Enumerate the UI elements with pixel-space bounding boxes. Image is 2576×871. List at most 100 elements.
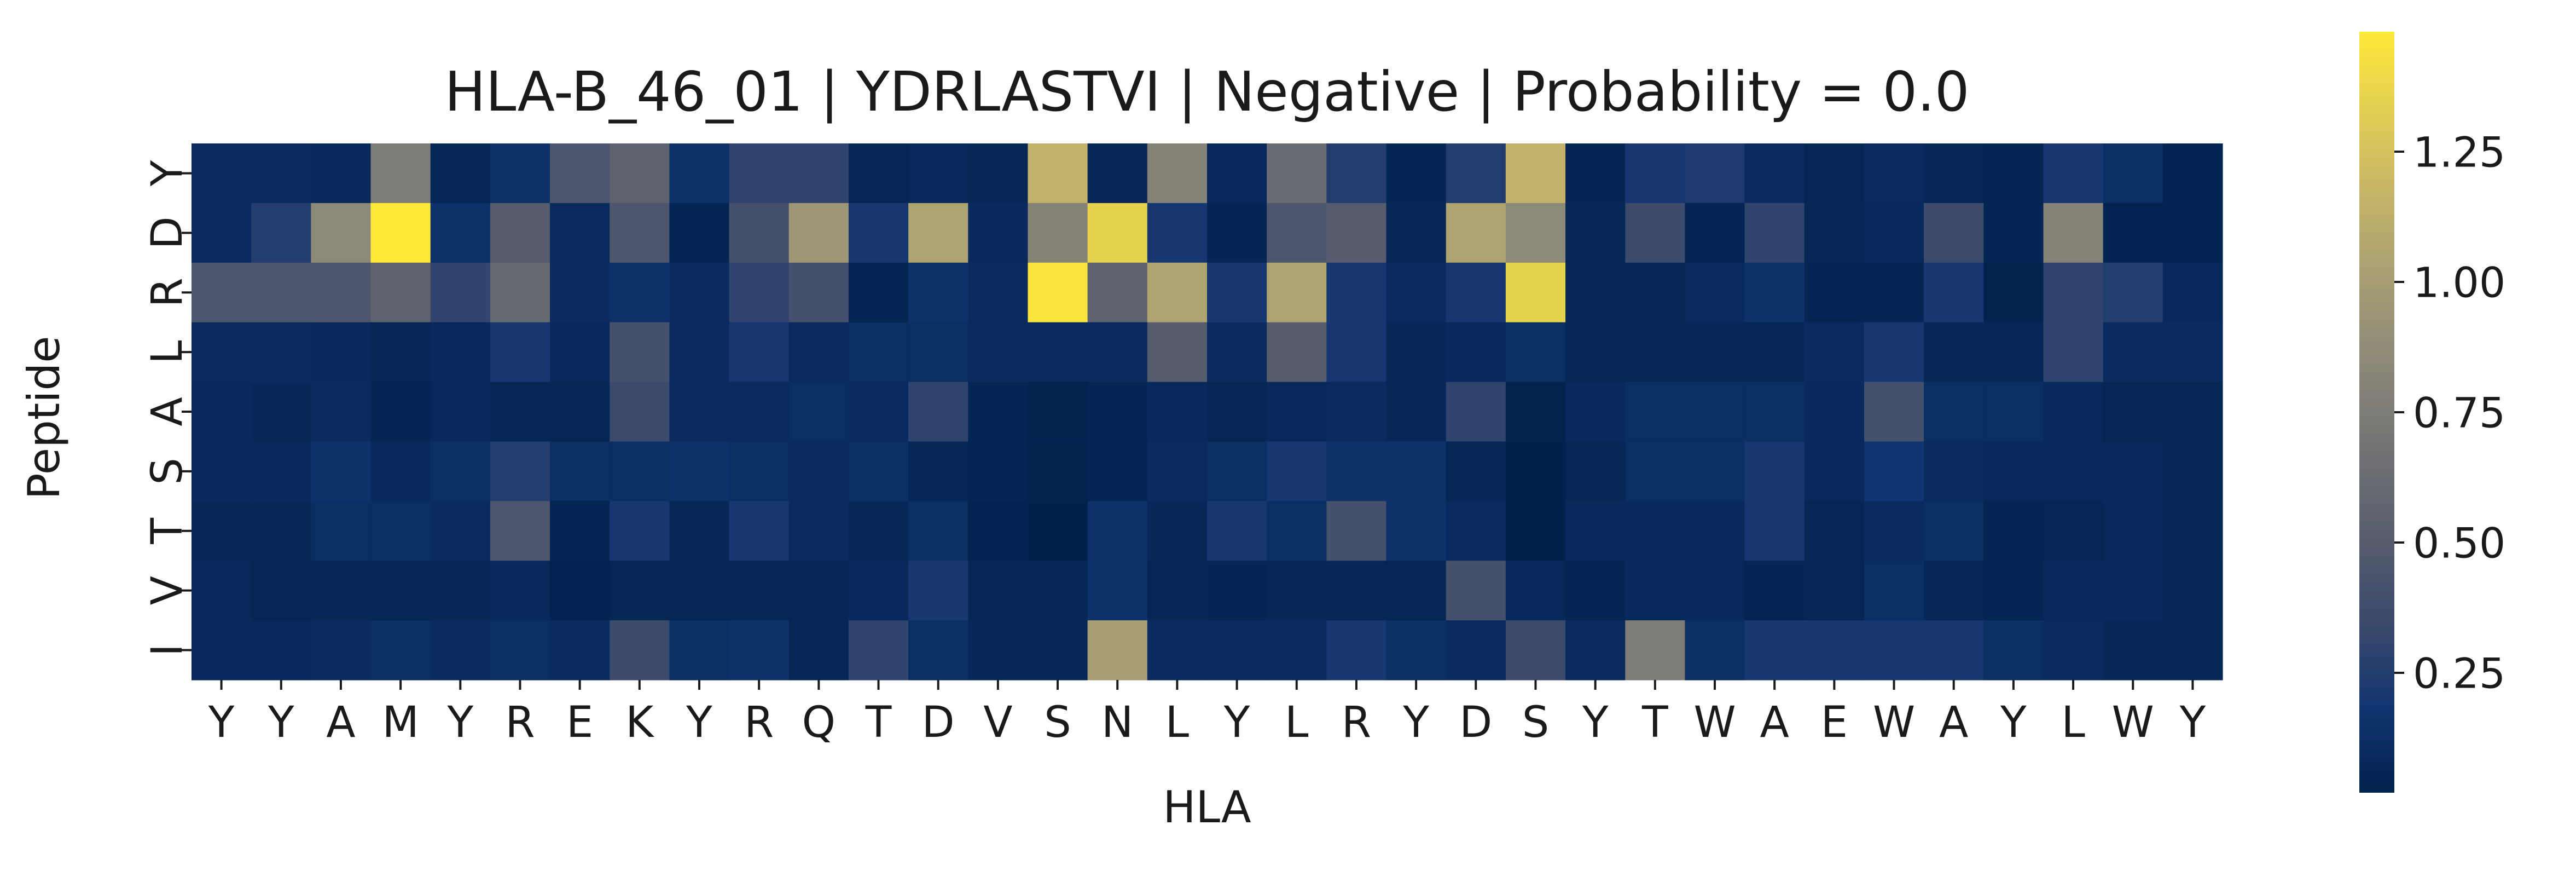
heatmap-cell [1804, 203, 1865, 263]
heatmap-cell [1625, 322, 1686, 383]
heatmap-cell [1326, 561, 1387, 621]
heatmap-cell [1685, 620, 1745, 680]
heatmap-cell [1983, 441, 2044, 501]
colorbar-tick-label: 1.00 [2413, 258, 2505, 307]
x-tick-label: D [1459, 698, 1492, 747]
heatmap-cell [2162, 620, 2223, 680]
heatmap-cell [669, 382, 730, 442]
heatmap-cell [490, 203, 550, 263]
heatmap-cell [848, 203, 909, 263]
x-tick-label: Y [1223, 698, 1250, 747]
heatmap-cell [1386, 620, 1447, 680]
heatmap-cell [729, 143, 790, 204]
heatmap-cell [2162, 262, 2223, 323]
heatmap-cell [251, 322, 311, 383]
heatmap-cell [490, 143, 550, 204]
heatmap-cell [968, 203, 1029, 263]
heatmap-cell [1267, 143, 1327, 204]
heatmap-cell [192, 382, 252, 442]
heatmap-cell [729, 561, 790, 621]
heatmap-cell [1028, 441, 1088, 501]
heatmap-cell [1326, 441, 1387, 501]
x-tick-label: Y [446, 698, 473, 747]
heatmap-cell [1864, 382, 1924, 442]
heatmap-cell [1028, 382, 1088, 442]
heatmap-cell [1983, 501, 2044, 561]
heatmap-cell [1505, 561, 1566, 621]
heatmap-cell [1386, 143, 1447, 204]
heatmap-cell [490, 262, 550, 323]
x-tick-label: S [1522, 698, 1550, 747]
heatmap-cell [2103, 322, 2163, 383]
heatmap-cell [490, 322, 550, 383]
heatmap-cell [1924, 441, 1984, 501]
heatmap-cell [1087, 262, 1148, 323]
heatmap-cell [669, 441, 730, 501]
heatmap-cell [2043, 441, 2104, 501]
x-tick-label: K [625, 698, 654, 747]
heatmap-cell [729, 203, 790, 263]
heatmap-cell [192, 501, 252, 561]
heatmap-cell [968, 441, 1029, 501]
heatmap-cell [1505, 203, 1566, 263]
heatmap-cell [1924, 561, 1984, 621]
heatmap-cell [2162, 501, 2223, 561]
x-tick-label: R [744, 698, 774, 747]
heatmap-cell [610, 561, 670, 621]
heatmap-cell [908, 382, 968, 442]
heatmap-cell [1147, 561, 1208, 621]
heatmap-cell [192, 203, 252, 263]
colorbar-ticks: 0.25 0.50 0.75 1.00 1.25 [2394, 128, 2505, 697]
heatmap-cell [1028, 203, 1088, 263]
heatmap-cell [1804, 501, 1865, 561]
heatmap-cell [1864, 620, 1924, 680]
heatmap-cell [1804, 143, 1865, 204]
heatmap-cell [1147, 143, 1208, 204]
heatmap-cell [251, 143, 311, 204]
colorbar-tick-label: 1.25 [2413, 128, 2505, 176]
heatmap-cell [370, 441, 431, 501]
x-tick-label: A [1939, 698, 1968, 747]
heatmap-cell [1744, 322, 1805, 383]
heatmap-cell [1028, 561, 1088, 621]
heatmap-cell [1207, 382, 1267, 442]
heatmap-cell [848, 143, 909, 204]
heatmap-cell [669, 322, 730, 383]
x-tick-label: W [1693, 698, 1736, 747]
x-tick-label: T [865, 698, 892, 747]
heatmap-cell [1446, 143, 1506, 204]
heatmap-cell [848, 501, 909, 561]
heatmap-cell [968, 620, 1029, 680]
heatmap-cell [1326, 501, 1387, 561]
x-tick-label: N [1101, 698, 1133, 747]
heatmap-cell [1147, 322, 1208, 383]
heatmap-cell [1864, 322, 1924, 383]
heatmap-cell [1505, 143, 1566, 204]
heatmap-cell [1625, 620, 1686, 680]
heatmap-cell [1267, 322, 1327, 383]
heatmap-cell [788, 441, 849, 501]
heatmap-cell [1147, 382, 1208, 442]
heatmap-cell [1326, 203, 1387, 263]
x-tick-label: L [2061, 698, 2085, 747]
heatmap-cell [610, 441, 670, 501]
heatmap-cell [550, 441, 610, 501]
heatmap-cell [2162, 143, 2223, 204]
heatmap-cell [729, 620, 790, 680]
heatmap-cell [430, 501, 491, 561]
heatmap-cell [2043, 322, 2104, 383]
x-tick-label: V [983, 698, 1012, 747]
heatmap-cell [251, 441, 311, 501]
heatmap-cell [610, 203, 670, 263]
x-tick-label: T [1641, 698, 1668, 747]
heatmap-cell [550, 561, 610, 621]
heatmap-cell [729, 382, 790, 442]
heatmap-cell [430, 561, 491, 621]
heatmap-cell [669, 203, 730, 263]
heatmap-cell [1326, 262, 1387, 323]
heatmap-cell [490, 620, 550, 680]
heatmap-cell [1565, 441, 1626, 501]
x-tick-label: Y [2000, 698, 2027, 747]
